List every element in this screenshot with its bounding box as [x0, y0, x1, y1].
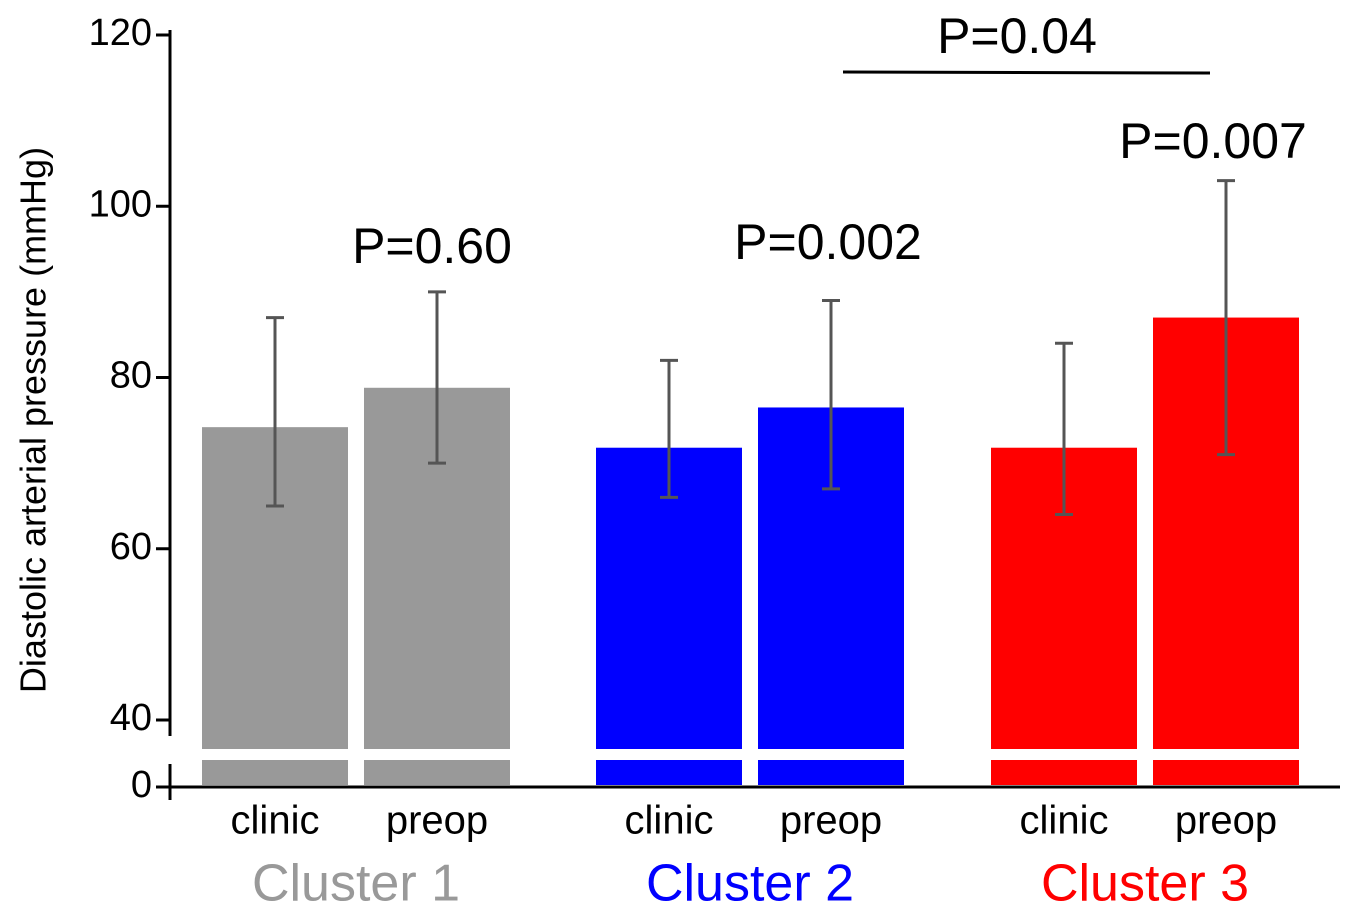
axis-break-gap [1151, 749, 1301, 760]
significance-line [842, 70, 1211, 75]
y-tick-label: 60 [110, 526, 152, 568]
x-tick-label: clinic [231, 799, 320, 843]
y-axis-title: Diastolic arterial pressure (mmHg) [13, 147, 54, 693]
axis-break-gap [756, 749, 906, 760]
group-label: Cluster 2 [646, 855, 854, 913]
axis-break-gap [989, 749, 1139, 760]
x-tick-label: preop [1175, 799, 1277, 843]
y-tick-label: 120 [89, 12, 152, 54]
p-value: P=0.002 [734, 214, 922, 270]
axis-break-gap [594, 749, 744, 760]
x-tick-label: preop [780, 799, 882, 843]
y-tick-label: 40 [110, 697, 152, 739]
p-value: P=0.60 [352, 218, 512, 274]
y-tick-label: 0 [131, 764, 152, 806]
x-tick-label: preop [386, 799, 488, 843]
axis-break-gap [200, 749, 350, 760]
p-value: P=0.04 [937, 8, 1097, 64]
group-label: Cluster 1 [252, 855, 460, 913]
x-tick-label: clinic [625, 799, 714, 843]
axis-break-gap [362, 749, 512, 760]
y-tick-label: 80 [110, 355, 152, 397]
bar [596, 447, 742, 785]
p-value: P=0.007 [1119, 113, 1307, 169]
x-tick-label: clinic [1020, 799, 1109, 843]
y-tick-label: 100 [89, 183, 152, 225]
group-label: Cluster 3 [1041, 855, 1249, 913]
